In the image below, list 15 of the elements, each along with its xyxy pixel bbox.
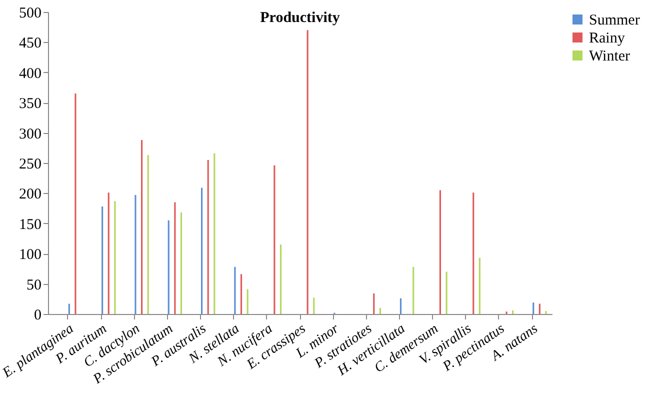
legend-label: Summer: [589, 12, 640, 28]
y-tick-label: 0: [34, 308, 42, 324]
y-tick-label: 50: [26, 277, 42, 294]
y-tick-label: 200: [19, 186, 42, 203]
y-tick-label: 350: [19, 96, 42, 112]
y-tick-label: 300: [19, 126, 42, 142]
legend-label: Rainy: [589, 30, 626, 46]
y-tick-label: 450: [19, 36, 42, 52]
y-tick-label: 400: [19, 66, 42, 82]
chart-title: Productivity: [260, 10, 340, 26]
y-tick-label: 150: [19, 216, 42, 233]
y-tick-label: 500: [19, 6, 42, 22]
y-tick-label: 100: [19, 247, 42, 264]
y-tick-label: 250: [19, 156, 42, 172]
legend-label: Winter: [589, 48, 630, 64]
